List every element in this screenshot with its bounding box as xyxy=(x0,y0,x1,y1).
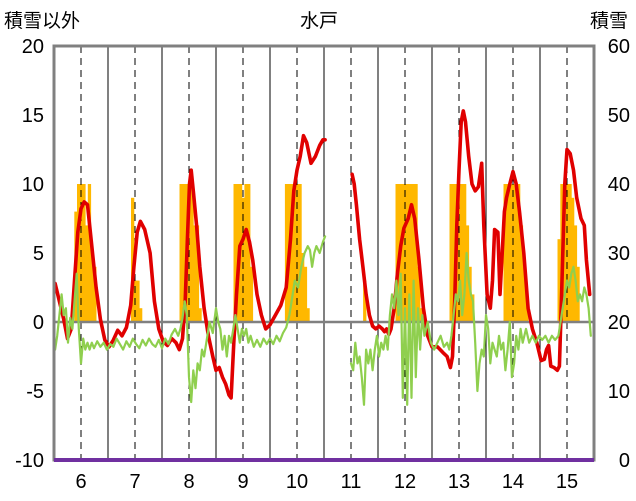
right-tick-label: 40 xyxy=(608,174,630,196)
x-tick-label: 10 xyxy=(286,471,308,493)
snow-bar xyxy=(460,184,464,322)
right-axis-ticks: 60 50 40 30 20 10 0 xyxy=(608,36,630,472)
series-lines xyxy=(53,109,592,406)
snow-bar xyxy=(449,184,453,322)
snow-bar xyxy=(571,197,575,322)
snow-bar xyxy=(411,184,416,322)
left-tick-label: 5 xyxy=(33,243,44,265)
x-tick-label: 15 xyxy=(556,471,578,493)
x-tick-label: 7 xyxy=(129,471,140,493)
x-tick-label: 6 xyxy=(75,471,86,493)
snow-bar xyxy=(82,184,86,322)
left-tick-label: -5 xyxy=(26,381,44,403)
snow-bar xyxy=(233,184,237,322)
snow-bar xyxy=(557,239,561,322)
right-tick-label: 30 xyxy=(608,243,630,265)
x-tick-label: 9 xyxy=(237,471,248,493)
snow-bar xyxy=(198,308,202,322)
green-series-line xyxy=(349,251,592,406)
x-tick-label: 11 xyxy=(341,471,362,493)
snow-bar xyxy=(139,308,143,322)
snow-bar xyxy=(519,225,524,322)
snow-bar xyxy=(190,184,194,322)
snow-bar xyxy=(414,184,418,322)
snow-bar xyxy=(508,184,513,322)
red-series-line xyxy=(53,133,327,400)
snow-bar xyxy=(182,184,186,322)
snow-bar xyxy=(503,184,507,322)
snow-bar xyxy=(303,266,308,322)
left-tick-label: 20 xyxy=(22,36,44,58)
gridlines xyxy=(80,46,568,460)
snow-bar xyxy=(284,184,289,322)
snow-bar xyxy=(290,184,294,322)
snow-bar xyxy=(247,184,251,322)
x-axis-ticks: 6 7 8 9 10 11 12 13 14 15 xyxy=(75,471,578,493)
snow-bar xyxy=(506,184,510,322)
snow-bar xyxy=(179,184,183,322)
snow-bar xyxy=(249,266,254,322)
snow-bar xyxy=(131,197,135,322)
snow-bar xyxy=(292,184,297,322)
snow-bar xyxy=(298,184,302,322)
left-tick-label: 0 xyxy=(33,312,44,334)
snow-bar xyxy=(77,184,81,322)
snow-bar xyxy=(193,225,197,322)
snow-bar xyxy=(522,266,526,322)
snow-bar xyxy=(452,184,456,322)
snow-bar xyxy=(195,225,200,322)
left-tick-label: -10 xyxy=(15,450,44,472)
snow-bar xyxy=(306,308,310,322)
plot-frame xyxy=(52,44,596,462)
snow-bar xyxy=(568,184,572,322)
snow-bar xyxy=(301,253,305,322)
snow-bar xyxy=(514,184,518,322)
snow-bar xyxy=(395,184,399,322)
snow-bar xyxy=(93,266,97,322)
snow-bar xyxy=(517,184,521,322)
snow-bar xyxy=(409,184,413,322)
snow-bar xyxy=(90,253,94,322)
snow-bar xyxy=(244,184,248,322)
right-tick-label: 60 xyxy=(608,36,630,58)
snow-bar xyxy=(417,266,421,322)
x-tick-label: 13 xyxy=(448,471,470,493)
x-tick-label: 12 xyxy=(394,471,416,493)
left-tick-label: 15 xyxy=(22,105,44,127)
right-tick-label: 10 xyxy=(608,381,630,403)
snow-bar xyxy=(400,184,405,322)
left-axis-title: 積雪以外 xyxy=(4,10,81,32)
snow-bar xyxy=(136,280,140,322)
right-axis-title: 積雪 xyxy=(590,10,629,32)
x-tick-label: 14 xyxy=(502,471,524,493)
right-tick-label: 0 xyxy=(619,450,630,472)
left-axis-ticks: 20 15 10 5 0 -5 -10 xyxy=(15,36,44,472)
right-tick-label: 50 xyxy=(608,105,630,127)
snow-bar xyxy=(87,184,92,322)
chart-title: 水戸 xyxy=(300,10,339,32)
snow-bar xyxy=(241,197,245,322)
snow-bar xyxy=(463,184,467,322)
snow-bar xyxy=(406,184,410,322)
left-tick-label: 10 xyxy=(22,174,44,196)
x-tick-label: 8 xyxy=(183,471,194,493)
snow-bar xyxy=(363,280,367,322)
right-tick-label: 20 xyxy=(608,312,630,334)
snow-bar xyxy=(85,225,89,322)
green-series-line xyxy=(53,235,327,404)
